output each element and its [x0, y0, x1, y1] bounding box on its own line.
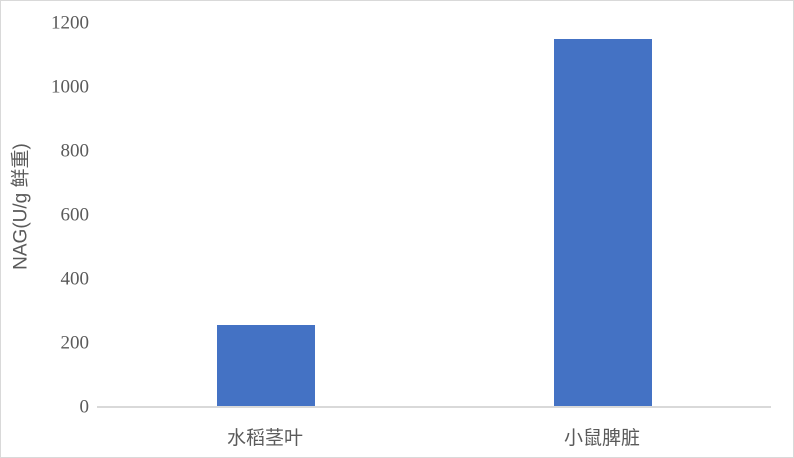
y-tick-800: 800 [60, 140, 90, 162]
y-tick-600: 600 [60, 204, 90, 226]
x-tick-label-0: 水稻茎叶 [226, 428, 304, 449]
x-axis-line [97, 406, 771, 408]
y-tick-400: 400 [60, 268, 90, 290]
y-tick-1000: 1000 [51, 76, 89, 98]
y-tick-0: 0 [79, 396, 90, 418]
x-tick-label-1: 小鼠脾脏 [563, 428, 641, 449]
bar-rice-stem-leaf [216, 325, 315, 407]
bars-layer [97, 23, 771, 407]
bar-mouse-spleen [553, 39, 652, 407]
y-axis-ticks: 1200 1000 800 600 400 200 0 [15, 1, 90, 457]
y-tick-200: 200 [60, 332, 90, 354]
y-tick-1200: 1200 [51, 12, 89, 34]
x-axis-ticks: 水稻茎叶 小鼠脾脏 [97, 415, 771, 455]
